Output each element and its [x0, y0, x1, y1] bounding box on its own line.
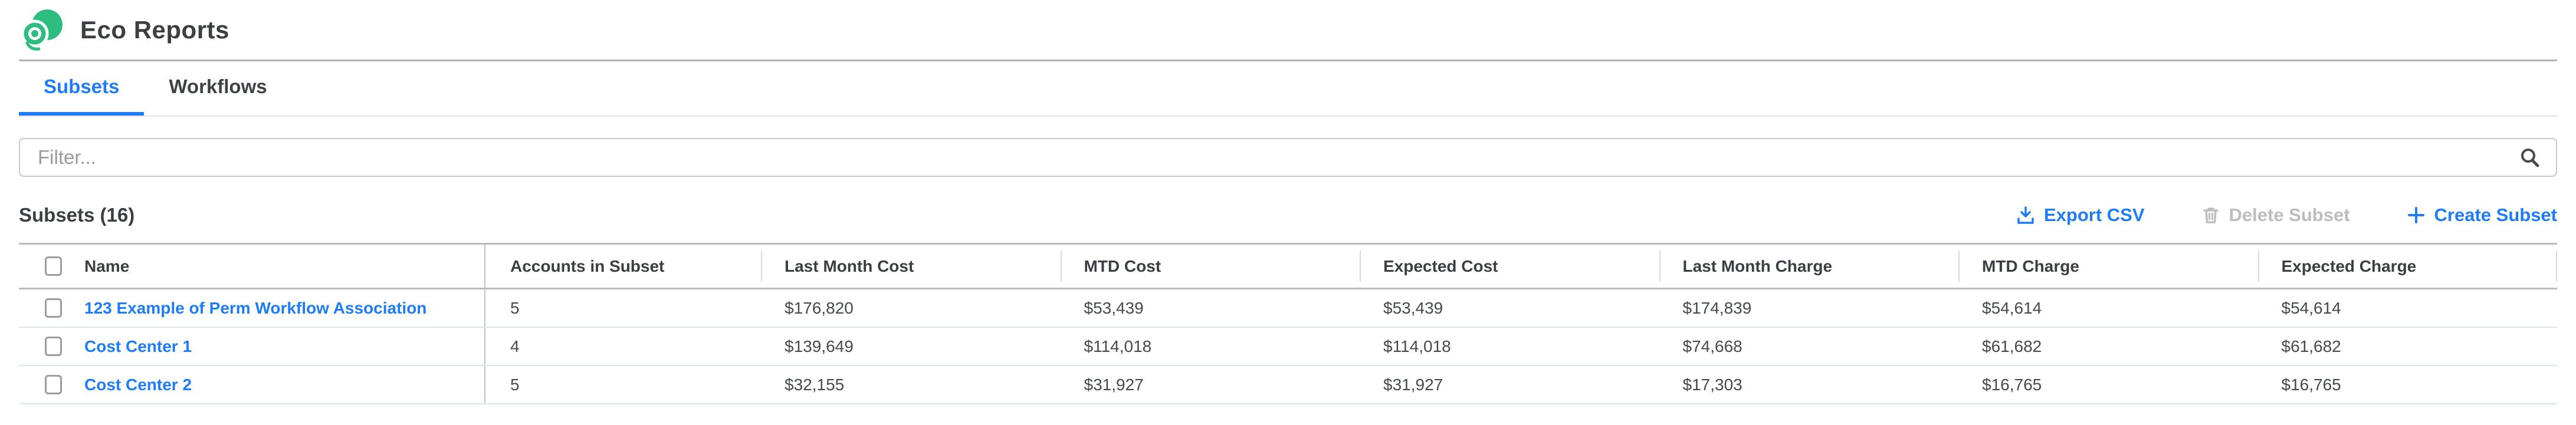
column-header-accounts-in-subset[interactable]: Accounts in Subset — [510, 256, 665, 275]
last-month-cost-cell: $32,155 — [785, 375, 845, 394]
table-row: 123 Example of Perm Workflow Association… — [19, 289, 2557, 328]
download-icon — [2017, 206, 2034, 224]
column-header-last-month-cost[interactable]: Last Month Cost — [761, 245, 1061, 288]
eco-logo-icon — [21, 9, 63, 51]
table-row: Cost Center 1 4 $139,649 $114,018 $114,0… — [19, 328, 2557, 366]
accounts-cell: 5 — [510, 298, 520, 317]
subset-name-cell: 123 Example of Perm Workflow Association — [69, 289, 485, 327]
column-header-mtd-cost[interactable]: MTD Cost — [1060, 245, 1360, 288]
row-select-cell — [19, 328, 69, 365]
last-month-charge-cell: $17,303 — [1682, 375, 1743, 394]
column-header-mtd-charge[interactable]: MTD Charge — [1958, 245, 2258, 288]
mtd-cost-cell: $53,439 — [1084, 298, 1144, 317]
last-month-charge-cell: $74,668 — [1682, 337, 1743, 355]
expected-charge-cell: $54,614 — [2281, 298, 2341, 317]
create-subset-button[interactable]: Create Subset — [2406, 205, 2557, 226]
page-title: Eco Reports — [80, 15, 229, 44]
trash-icon — [2203, 207, 2219, 223]
row-checkbox[interactable] — [45, 337, 62, 356]
export-csv-label: Export CSV — [2043, 205, 2145, 225]
export-csv-button[interactable]: Export CSV — [2016, 205, 2145, 226]
expected-cost-cell: $53,439 — [1383, 298, 1443, 317]
delete-subset-button[interactable]: Delete Subset — [2201, 205, 2350, 226]
mtd-charge-cell: $61,682 — [1982, 337, 2042, 355]
select-all-checkbox[interactable] — [45, 256, 62, 276]
filter-input[interactable] — [19, 138, 2557, 177]
tab-workflows[interactable]: Workflows — [144, 61, 291, 116]
subset-name-cell: Cost Center 1 — [69, 328, 485, 365]
subsets-count-heading: Subsets (16) — [19, 204, 135, 226]
table-header-row: Name Accounts in Subset Last Month Cost … — [19, 245, 2557, 289]
column-header-expected-cost[interactable]: Expected Cost — [1360, 245, 1659, 288]
row-select-cell — [19, 289, 69, 327]
column-header-name[interactable]: Name — [69, 245, 485, 288]
delete-subset-label: Delete Subset — [2229, 205, 2350, 225]
toolbar-actions: Export CSV Delete Subset Create Subset — [2016, 205, 2557, 226]
tab-bar: Subsets Workflows — [19, 61, 2557, 117]
filter-bar — [19, 138, 2557, 177]
expected-cost-cell: $114,018 — [1383, 337, 1451, 355]
plus-icon — [2407, 207, 2424, 223]
tab-subsets-label: Subsets — [44, 75, 120, 97]
accounts-cell: 4 — [510, 337, 520, 355]
subset-name-cell: Cost Center 2 — [69, 366, 485, 403]
expected-charge-cell: $16,765 — [2281, 375, 2341, 394]
column-header-last-month-charge[interactable]: Last Month Charge — [1659, 245, 1959, 288]
last-month-cost-cell: $176,820 — [785, 298, 854, 317]
mtd-cost-cell: $114,018 — [1084, 337, 1152, 355]
expected-charge-cell: $61,682 — [2281, 337, 2341, 355]
tab-workflows-label: Workflows — [169, 75, 267, 97]
accounts-cell: 5 — [510, 375, 520, 394]
row-select-cell — [19, 366, 69, 403]
subsets-toolbar: Subsets (16) Export CSV Delete Subset Cr… — [19, 204, 2557, 226]
table-row: Cost Center 2 5 $32,155 $31,927 $31,927 … — [19, 366, 2557, 404]
last-month-cost-cell: $139,649 — [785, 337, 854, 355]
subset-name-link[interactable]: 123 Example of Perm Workflow Association — [84, 298, 427, 317]
subset-name-link[interactable]: Cost Center 1 — [84, 337, 192, 355]
mtd-charge-cell: $16,765 — [1982, 375, 2042, 394]
subset-name-link[interactable]: Cost Center 2 — [84, 375, 192, 394]
search-icon[interactable] — [2518, 146, 2542, 170]
subsets-table: Name Accounts in Subset Last Month Cost … — [19, 243, 2557, 404]
last-month-charge-cell: $174,839 — [1682, 298, 1752, 317]
tab-subsets[interactable]: Subsets — [19, 61, 145, 116]
expected-cost-cell: $31,927 — [1383, 375, 1443, 394]
create-subset-label: Create Subset — [2434, 205, 2557, 225]
mtd-charge-cell: $54,614 — [1982, 298, 2042, 317]
app-header: Eco Reports — [19, 0, 2557, 61]
row-checkbox[interactable] — [45, 375, 62, 394]
mtd-cost-cell: $31,927 — [1084, 375, 1144, 394]
row-checkbox[interactable] — [45, 298, 62, 318]
select-all-cell — [19, 245, 69, 288]
column-header-expected-charge[interactable]: Expected Charge — [2257, 245, 2558, 288]
